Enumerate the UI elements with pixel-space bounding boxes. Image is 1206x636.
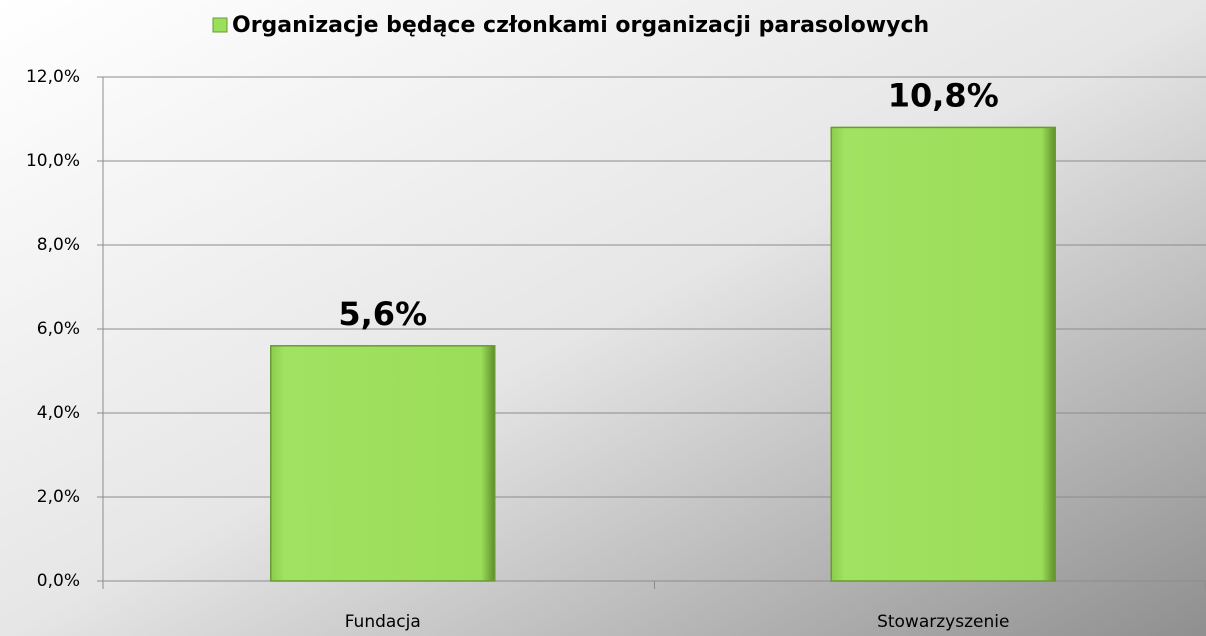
y-tick-label: 4,0% [37,403,80,423]
data-label: 10,8% [888,76,999,114]
bar [270,345,496,582]
y-tick-label: 6,0% [37,319,80,339]
y-tick-label: 8,0% [37,235,80,255]
legend-label: Organizacje będące członkami organizacji… [232,13,929,38]
bar [830,126,1056,582]
x-tick-label: Stowarzyszenie [877,612,1009,632]
data-label: 5,6% [338,295,427,333]
y-tick-label: 10,0% [26,151,80,171]
y-tick-label: 2,0% [37,487,80,507]
legend-swatch [212,17,228,33]
x-tick-label: Fundacja [345,612,421,632]
y-tick-label: 12,0% [26,67,80,87]
y-tick-label: 0,0% [37,571,80,591]
